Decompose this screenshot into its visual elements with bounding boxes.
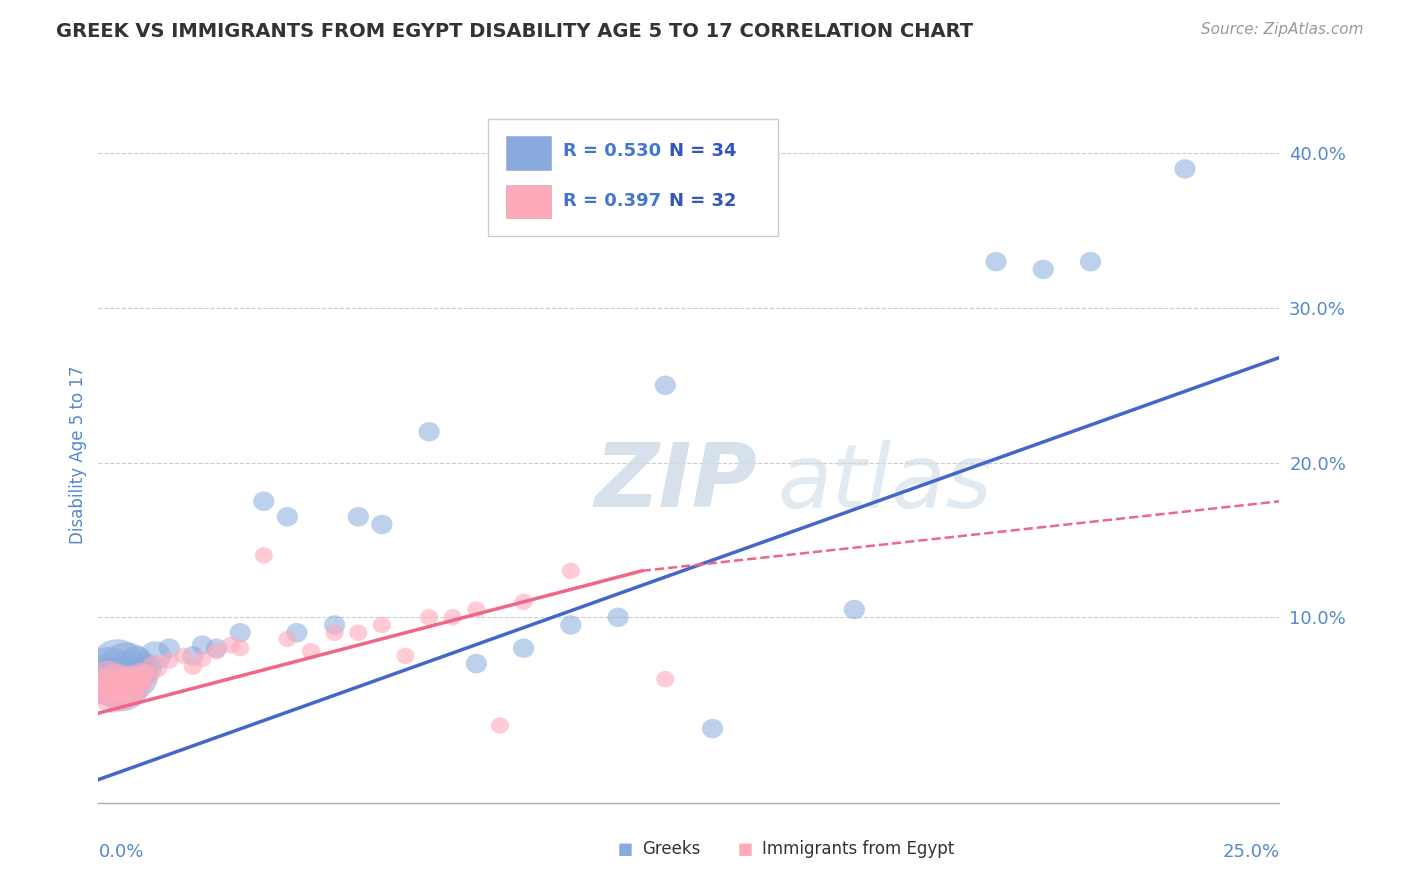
Ellipse shape xyxy=(93,676,132,713)
Ellipse shape xyxy=(1032,260,1054,279)
Text: N = 32: N = 32 xyxy=(669,192,737,210)
Text: ZIP: ZIP xyxy=(595,439,758,526)
FancyBboxPatch shape xyxy=(506,136,551,169)
Ellipse shape xyxy=(96,663,149,711)
Ellipse shape xyxy=(229,623,250,642)
Text: ▪: ▪ xyxy=(617,838,634,861)
Ellipse shape xyxy=(208,643,225,659)
Ellipse shape xyxy=(347,507,368,526)
Text: atlas: atlas xyxy=(778,440,993,525)
Ellipse shape xyxy=(562,563,579,579)
Ellipse shape xyxy=(373,616,391,633)
Ellipse shape xyxy=(111,665,152,702)
Ellipse shape xyxy=(128,663,153,686)
Text: ▪: ▪ xyxy=(737,838,754,861)
Ellipse shape xyxy=(277,507,298,526)
Ellipse shape xyxy=(513,639,534,658)
Ellipse shape xyxy=(174,648,193,665)
Ellipse shape xyxy=(254,547,273,564)
Text: Greeks: Greeks xyxy=(643,840,702,858)
Ellipse shape xyxy=(160,652,179,669)
Ellipse shape xyxy=(76,655,129,704)
Ellipse shape xyxy=(986,252,1007,271)
Ellipse shape xyxy=(191,635,212,655)
Ellipse shape xyxy=(193,651,211,667)
Text: N = 34: N = 34 xyxy=(669,142,737,160)
Ellipse shape xyxy=(134,665,159,688)
Ellipse shape xyxy=(1174,159,1195,178)
Ellipse shape xyxy=(121,646,152,675)
Ellipse shape xyxy=(515,593,533,610)
Ellipse shape xyxy=(607,607,628,627)
Ellipse shape xyxy=(491,717,509,734)
Ellipse shape xyxy=(142,655,167,678)
Ellipse shape xyxy=(125,658,157,688)
Ellipse shape xyxy=(253,491,274,511)
Ellipse shape xyxy=(278,631,297,648)
Ellipse shape xyxy=(183,646,204,665)
Ellipse shape xyxy=(1080,252,1101,271)
Ellipse shape xyxy=(702,719,723,739)
Ellipse shape xyxy=(184,658,202,675)
Text: 25.0%: 25.0% xyxy=(1222,843,1279,861)
Ellipse shape xyxy=(129,654,162,683)
Ellipse shape xyxy=(139,641,172,671)
Ellipse shape xyxy=(287,623,308,642)
Text: Source: ZipAtlas.com: Source: ZipAtlas.com xyxy=(1201,22,1364,37)
Ellipse shape xyxy=(326,624,343,641)
Ellipse shape xyxy=(419,422,440,442)
Ellipse shape xyxy=(107,669,146,705)
Ellipse shape xyxy=(91,640,143,688)
FancyBboxPatch shape xyxy=(488,119,778,235)
Y-axis label: Disability Age 5 to 17: Disability Age 5 to 17 xyxy=(69,366,87,544)
Ellipse shape xyxy=(465,654,486,673)
Text: 0.0%: 0.0% xyxy=(98,843,143,861)
Ellipse shape xyxy=(371,515,392,534)
Ellipse shape xyxy=(560,615,582,635)
Ellipse shape xyxy=(323,615,346,635)
Text: Immigrants from Egypt: Immigrants from Egypt xyxy=(762,840,955,858)
Ellipse shape xyxy=(97,664,138,700)
Ellipse shape xyxy=(844,599,865,619)
Ellipse shape xyxy=(396,648,415,665)
Ellipse shape xyxy=(105,652,157,700)
Ellipse shape xyxy=(657,671,675,688)
Ellipse shape xyxy=(444,609,461,625)
Ellipse shape xyxy=(159,639,180,658)
Text: R = 0.397: R = 0.397 xyxy=(562,192,661,210)
Ellipse shape xyxy=(231,640,249,657)
Text: GREEK VS IMMIGRANTS FROM EGYPT DISABILITY AGE 5 TO 17 CORRELATION CHART: GREEK VS IMMIGRANTS FROM EGYPT DISABILIT… xyxy=(56,22,973,41)
Ellipse shape xyxy=(83,669,122,705)
Ellipse shape xyxy=(467,601,485,618)
Ellipse shape xyxy=(302,643,321,659)
FancyBboxPatch shape xyxy=(506,185,551,219)
Ellipse shape xyxy=(82,647,135,696)
Ellipse shape xyxy=(103,673,142,710)
Ellipse shape xyxy=(349,624,367,641)
Ellipse shape xyxy=(420,609,439,625)
Text: R = 0.530: R = 0.530 xyxy=(562,142,661,160)
Ellipse shape xyxy=(655,376,676,395)
Ellipse shape xyxy=(124,667,149,690)
Ellipse shape xyxy=(205,639,228,658)
Ellipse shape xyxy=(86,658,139,706)
Ellipse shape xyxy=(89,661,128,698)
Ellipse shape xyxy=(222,637,240,653)
Ellipse shape xyxy=(100,642,153,691)
